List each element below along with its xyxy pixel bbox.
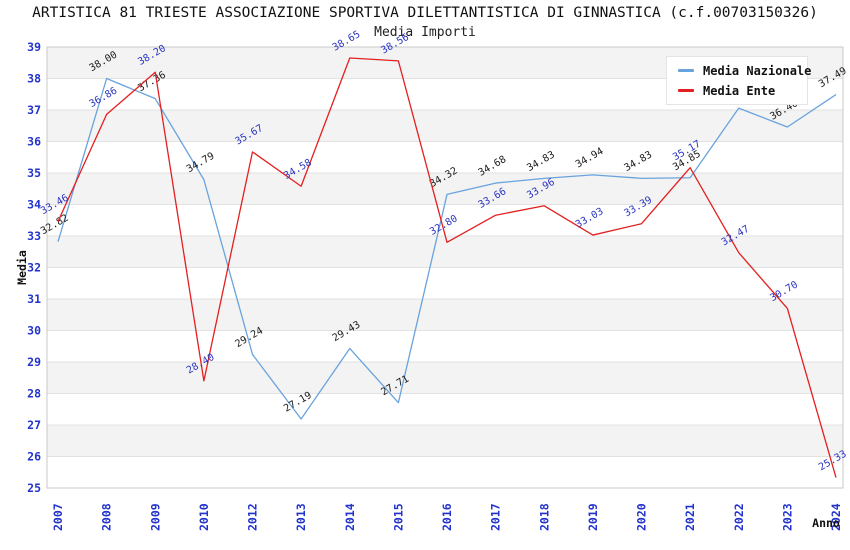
svg-text:2016: 2016 [440,503,454,531]
svg-text:32.80: 32.80 [428,213,460,238]
svg-text:31: 31 [27,292,41,306]
svg-text:28: 28 [27,387,41,401]
svg-text:37: 37 [27,103,41,117]
svg-text:2010: 2010 [197,503,211,531]
svg-text:2013: 2013 [294,503,308,531]
svg-text:32: 32 [27,261,41,275]
svg-text:26: 26 [27,450,41,464]
media-nazionale-line-swatch-icon [678,69,694,72]
svg-text:27: 27 [27,418,41,432]
svg-text:2020: 2020 [635,503,649,531]
legend-label: Media Ente [703,83,776,98]
svg-text:2014: 2014 [343,503,357,531]
svg-text:25: 25 [27,481,41,495]
svg-text:33.03: 33.03 [574,206,606,231]
svg-text:2024: 2024 [829,503,843,531]
svg-text:2021: 2021 [683,503,697,531]
svg-text:29: 29 [27,355,41,369]
svg-text:30: 30 [27,324,41,338]
svg-text:39: 39 [27,40,41,54]
svg-text:34.94: 34.94 [574,146,606,171]
svg-text:34: 34 [27,198,41,212]
svg-text:2018: 2018 [537,503,551,531]
svg-text:2015: 2015 [391,503,405,531]
legend-item-media-nazionale: Media Nazionale [678,63,811,78]
media-ente-line-swatch-icon [678,89,694,92]
svg-text:Anno: Anno [812,516,840,530]
chart-title: ARTISTICA 81 TRIESTE ASSOCIAZIONE SPORTI… [32,5,818,21]
svg-text:2022: 2022 [732,503,746,531]
svg-text:2007: 2007 [51,503,65,531]
svg-text:34.83: 34.83 [525,149,557,174]
svg-text:34.83: 34.83 [623,149,655,174]
svg-text:33: 33 [27,229,41,243]
legend-label: Media Nazionale [703,63,812,78]
legend-item-media-ente: Media Ente [678,83,799,98]
svg-text:34.79: 34.79 [185,151,217,176]
svg-text:2017: 2017 [489,503,503,531]
svg-text:38: 38 [27,72,41,86]
svg-text:2023: 2023 [780,503,794,531]
svg-text:35: 35 [27,166,41,180]
svg-text:2012: 2012 [246,503,260,531]
svg-text:2019: 2019 [586,503,600,531]
chart-subtitle: Media Importi [374,25,476,40]
svg-text:36: 36 [27,135,41,149]
svg-text:2009: 2009 [148,503,162,531]
legend: Media Nazionale Media Ente [666,56,811,105]
svg-text:Media: Media [15,250,29,285]
svg-text:2008: 2008 [100,503,114,531]
